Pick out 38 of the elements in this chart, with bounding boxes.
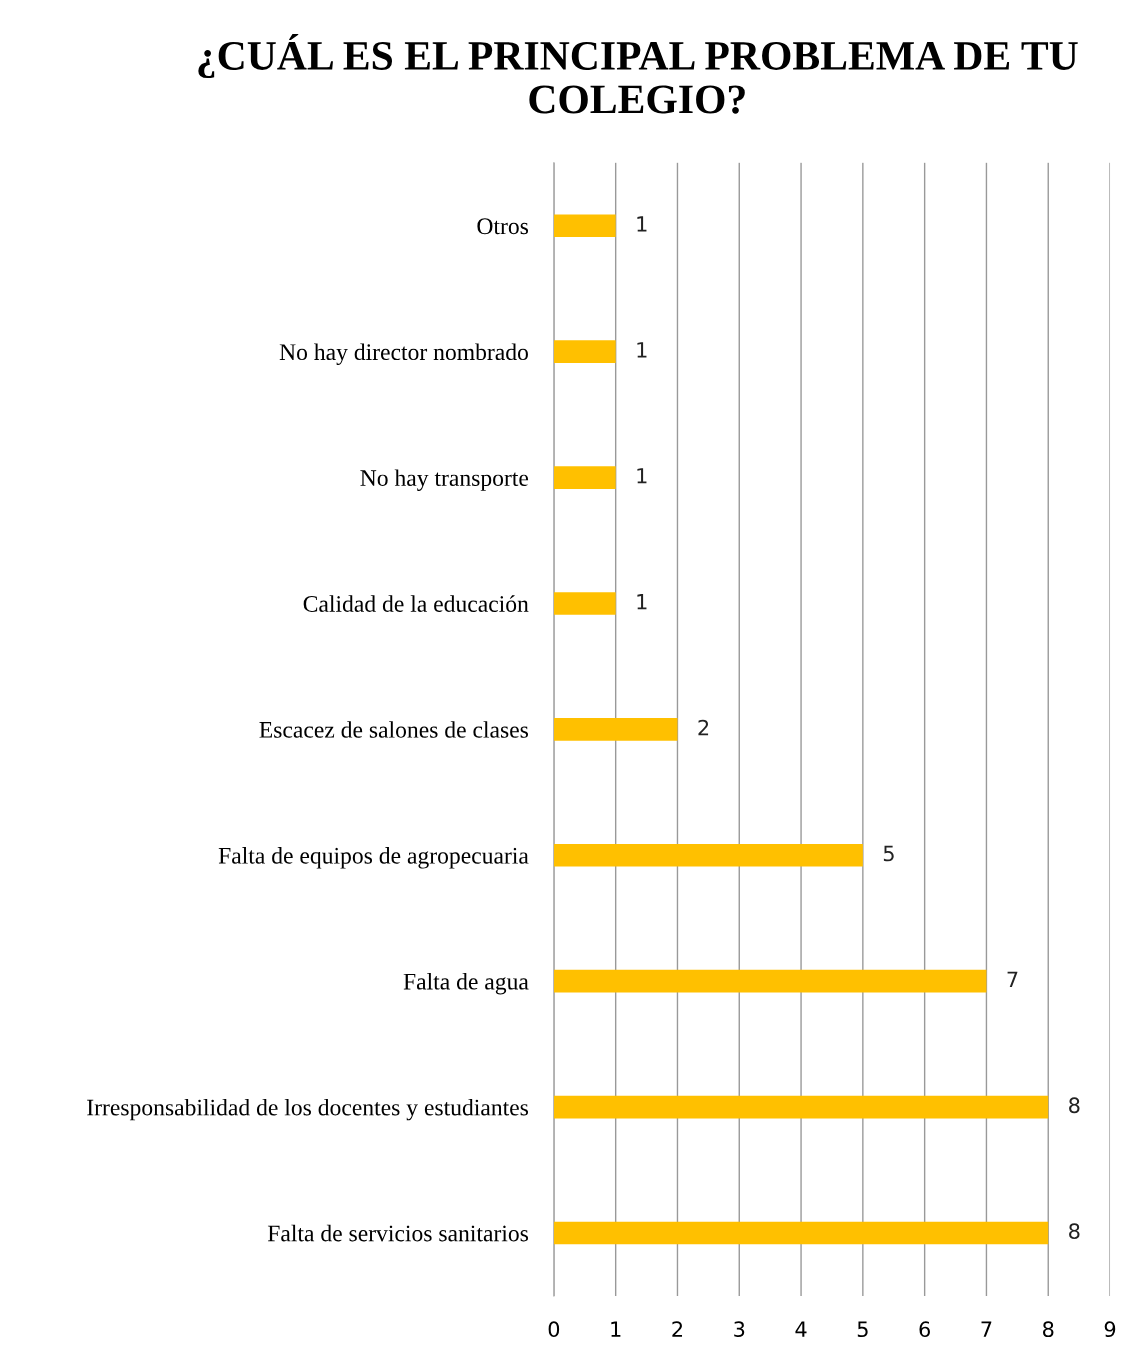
data-label: 1	[637, 342, 647, 358]
x-tick-label: 5	[857, 1321, 868, 1338]
bar	[553, 1221, 1049, 1245]
bar	[553, 340, 616, 364]
y-tick-label: Irresponsabilidad de los docentes y estudiantes	[87, 1098, 529, 1121]
y-tick-label: Escacez de salones de clases	[259, 721, 528, 738]
x-tick-label: 2	[672, 1321, 683, 1337]
x-tick-label: 8	[1043, 1321, 1054, 1338]
x-tick-label: 3	[734, 1321, 745, 1338]
bar	[553, 718, 678, 741]
chart-title: ¿CUÁL ES EL PRINCIPAL PROBLEMA DE TU COLEGIO?	[198, 33, 1078, 114]
bar	[553, 466, 616, 489]
data-label: 8	[1069, 1223, 1080, 1240]
x-tick-label: 9	[1104, 1321, 1116, 1338]
data-label: 1	[637, 594, 647, 610]
bar	[553, 969, 987, 993]
y-tick-label: Falta de equipos de agropecuaria	[218, 847, 529, 869]
y-tick-label: No hay transporte	[360, 469, 529, 491]
data-label: 2	[698, 719, 709, 736]
bar	[553, 843, 863, 867]
y-tick-label: Calidad de la educación	[303, 595, 529, 612]
data-label: 1	[637, 216, 647, 232]
x-tick-label: 1	[611, 1321, 621, 1337]
y-tick-label: Otros	[477, 218, 529, 235]
x-tick-label: 0	[548, 1321, 560, 1338]
x-tick-label: 7	[981, 1321, 992, 1337]
x-tick-label: 4	[795, 1321, 807, 1337]
y-tick-label: Falta de servicios sanitarios	[267, 1224, 529, 1242]
data-label: 5	[883, 845, 894, 862]
bar	[553, 592, 616, 615]
data-label: 7	[1007, 971, 1018, 987]
bar	[553, 214, 616, 238]
data-label: 1	[637, 468, 647, 484]
y-tick-label: No hay director nombrado	[279, 343, 528, 365]
bar	[553, 1095, 1049, 1119]
x-tick-label: 6	[919, 1321, 930, 1338]
y-tick-label: Falta de agua	[403, 972, 529, 995]
data-label: 8	[1069, 1097, 1080, 1114]
